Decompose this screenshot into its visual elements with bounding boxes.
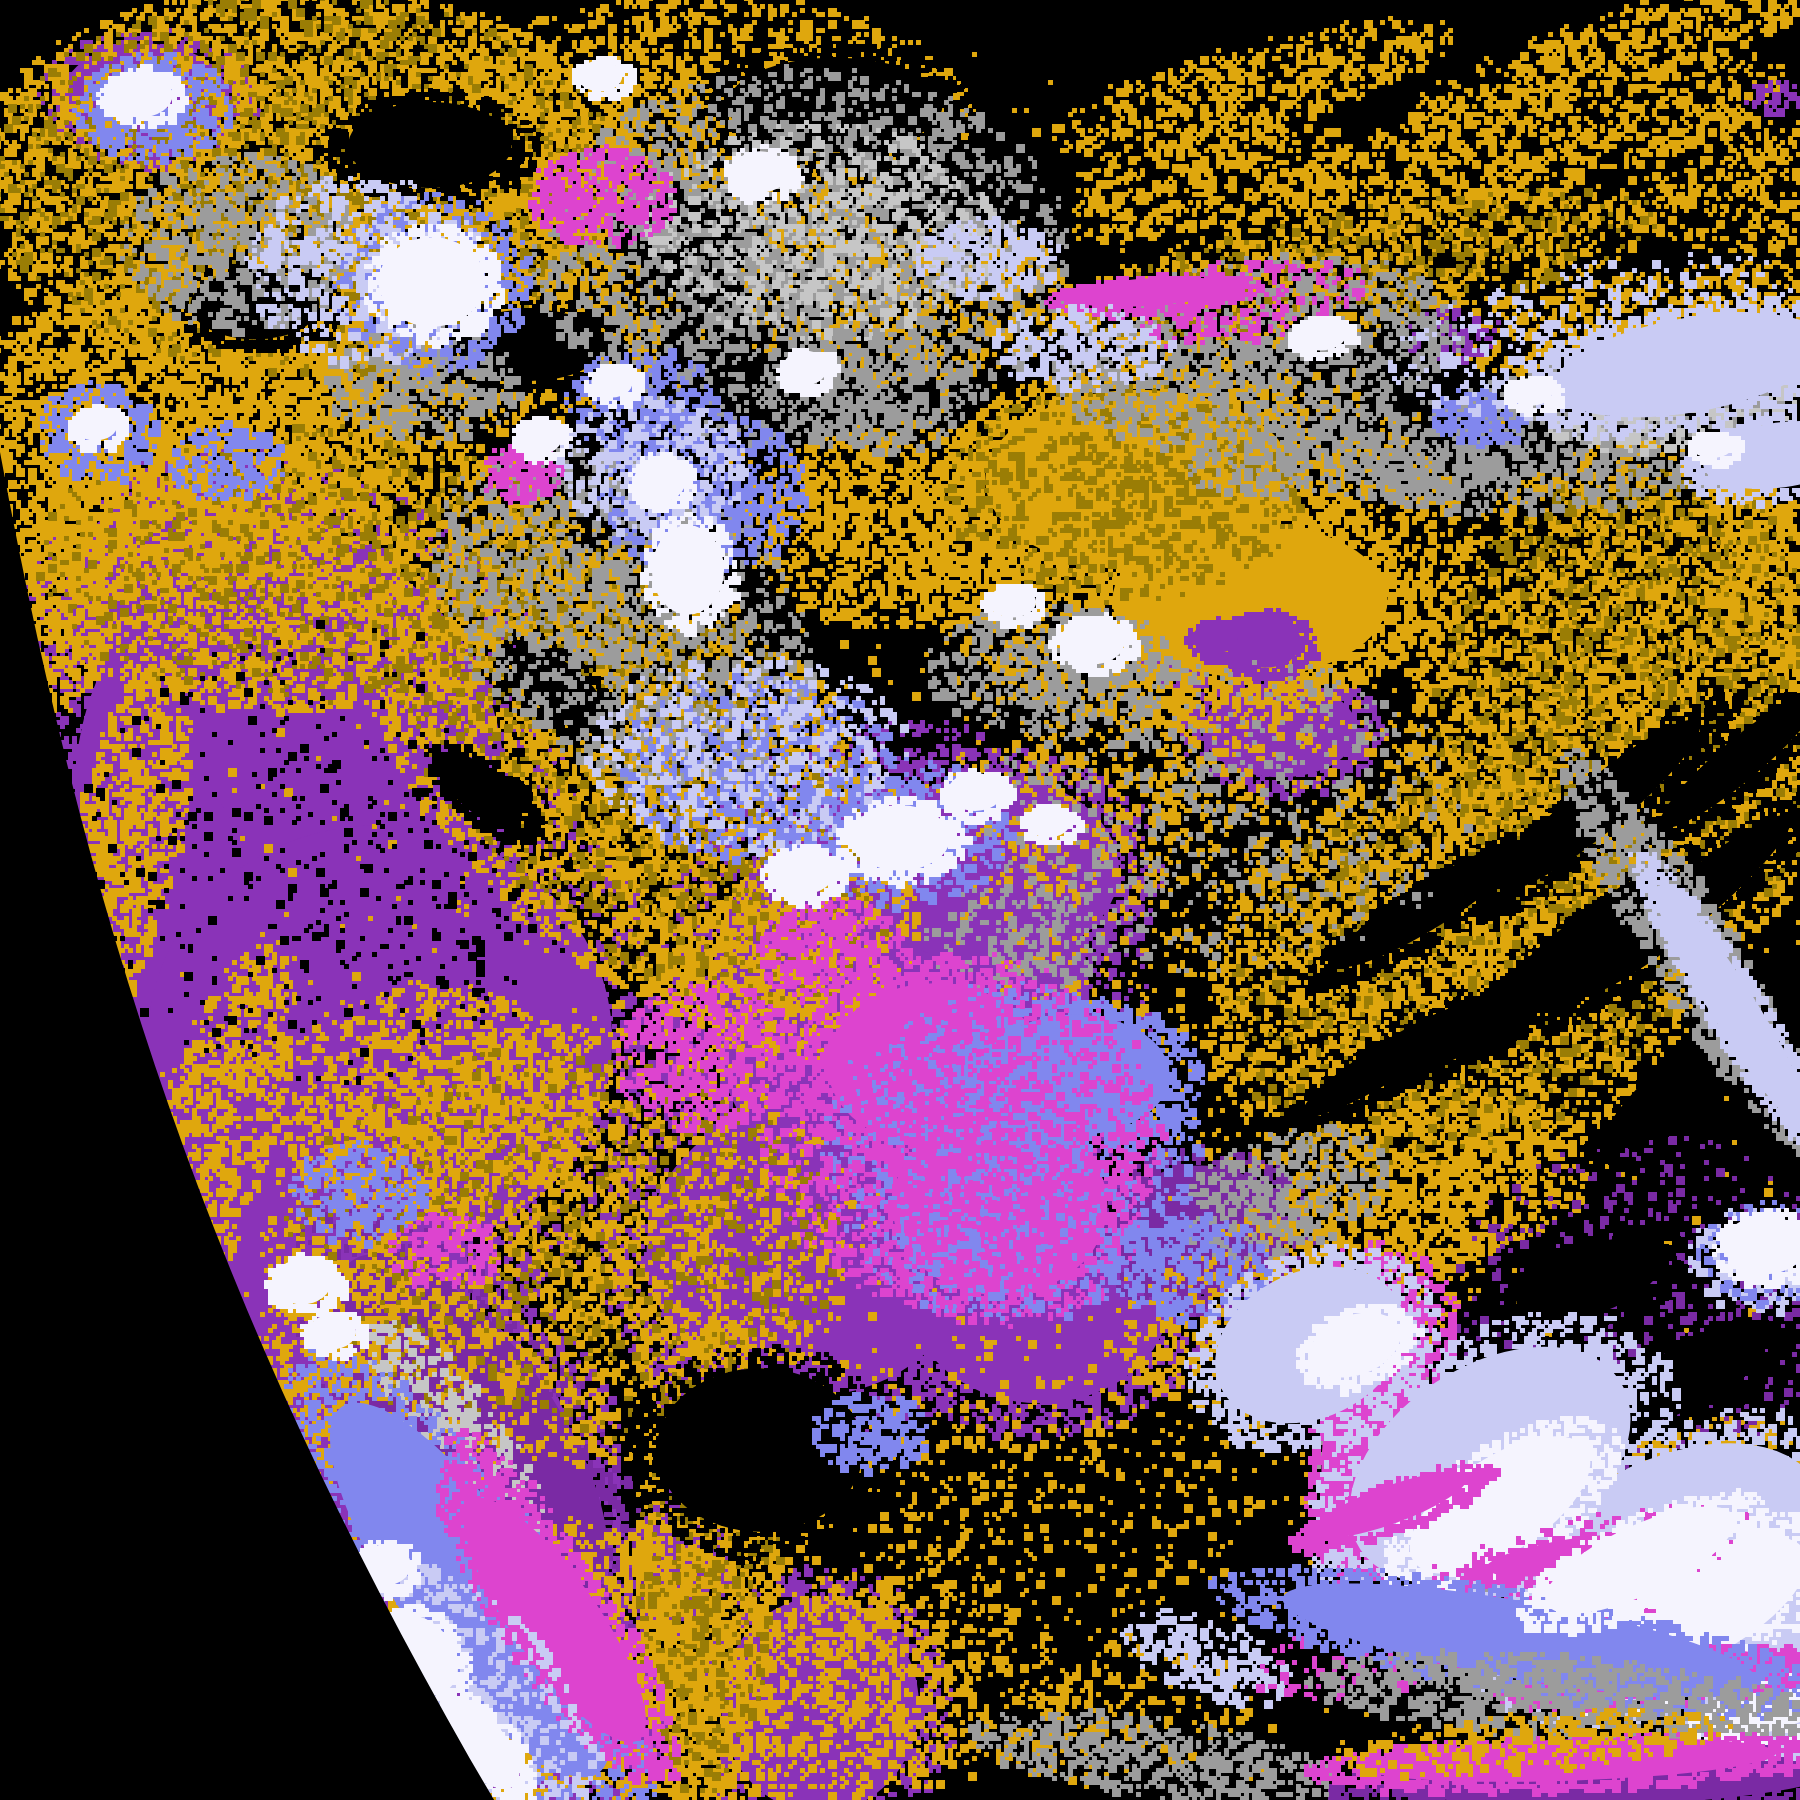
satellite-cloud-image [0, 0, 1800, 1800]
satellite-image-viewport [0, 0, 1800, 1800]
